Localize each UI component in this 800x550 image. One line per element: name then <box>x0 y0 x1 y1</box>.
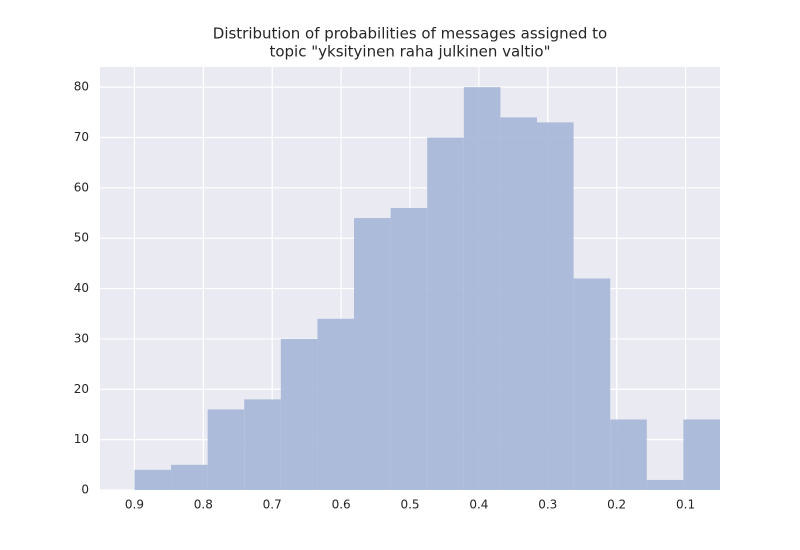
bar <box>134 469 172 490</box>
bar <box>317 318 355 490</box>
x-tick-label: 0.7 <box>263 498 282 512</box>
x-tick-label: 0.6 <box>332 498 351 512</box>
bar <box>280 338 318 490</box>
x-tick-label: 0.5 <box>400 498 419 512</box>
bar <box>207 409 245 490</box>
y-tick-label: 80 <box>74 80 89 94</box>
y-tick-label: 20 <box>74 382 89 396</box>
bars <box>134 87 720 491</box>
bar <box>646 479 684 490</box>
x-tick-label: 0.3 <box>538 498 557 512</box>
bar <box>610 419 647 490</box>
y-tick-label: 50 <box>74 231 89 245</box>
bar <box>573 278 611 490</box>
bar <box>500 117 538 490</box>
bar <box>463 87 501 491</box>
y-tick-label: 0 <box>81 483 89 497</box>
bar <box>683 419 720 490</box>
x-tick-label: 0.9 <box>125 498 144 512</box>
y-tick-label: 60 <box>74 180 89 194</box>
bar <box>537 122 574 491</box>
x-tick-label: 0.4 <box>469 498 488 512</box>
chart-title: Distribution of probabilities of message… <box>213 25 607 43</box>
y-tick-label: 40 <box>74 281 89 295</box>
y-tick-label: 10 <box>74 432 89 446</box>
bar <box>244 399 281 490</box>
bar <box>390 208 428 490</box>
y-tick-label: 70 <box>74 130 89 144</box>
y-tick-label: 30 <box>74 331 89 345</box>
x-tick-label: 0.8 <box>194 498 213 512</box>
bar <box>427 137 464 490</box>
chart-title: topic "yksityinen raha julkinen valtio" <box>269 43 550 61</box>
x-tick-label: 0.1 <box>676 498 695 512</box>
bar <box>354 218 391 491</box>
bar <box>171 464 208 490</box>
x-tick-label: 0.2 <box>607 498 626 512</box>
